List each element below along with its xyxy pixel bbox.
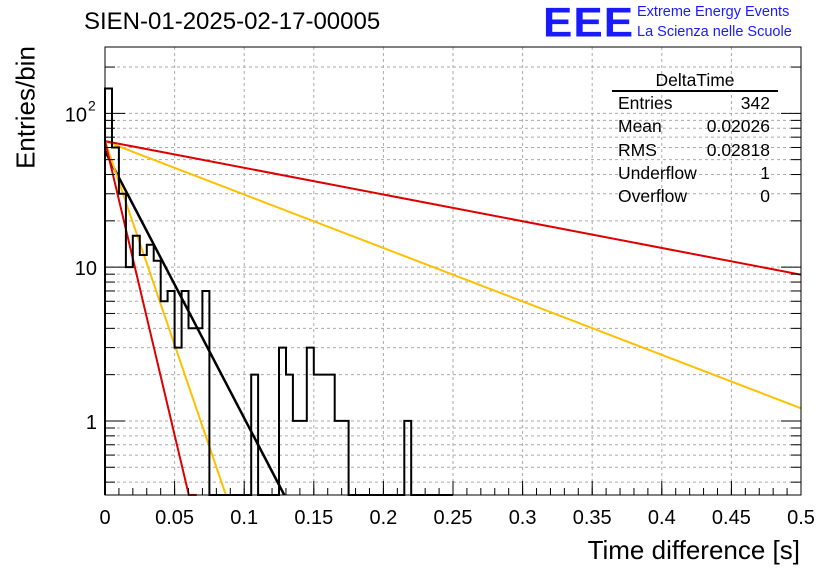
stats-label: Entries <box>618 93 673 113</box>
chart-title: SIEN-01-2025-02-17-00005 <box>84 8 381 35</box>
x-tick-label: 0.4 <box>648 507 676 529</box>
y-axis-title: Entries/bin <box>10 46 41 169</box>
logo-line-2: La Scienza nelle Scuole <box>637 24 792 40</box>
stats-row: Entries 342 <box>612 92 778 115</box>
stats-value: 0.02818 <box>706 139 770 160</box>
x-tick-label: 0.25 <box>434 507 473 529</box>
y-tick-label: 1 <box>86 412 97 434</box>
stats-label: RMS <box>618 139 657 160</box>
x-tick-label: 0.2 <box>369 507 397 529</box>
y-tick-label: 10 <box>75 258 97 280</box>
x-tick-label: 0.5 <box>787 507 815 529</box>
stats-label: Overflow <box>618 186 688 207</box>
stats-value: 342 <box>740 93 770 113</box>
x-tick-label: 0.45 <box>712 507 751 529</box>
logo-line-1: Extreme Energy Events <box>637 4 790 20</box>
fit-line-fit <box>103 150 286 496</box>
stats-row: Overflow 0 <box>612 185 778 208</box>
histogram-bin <box>342 421 349 495</box>
stats-row: RMS 0.02818 <box>612 139 778 162</box>
histogram-bin <box>119 194 126 495</box>
histogram-bin <box>321 375 328 495</box>
histogram-bin <box>314 375 321 495</box>
y-tick-label: 10 <box>65 104 87 126</box>
histogram-bin <box>404 421 411 495</box>
stats-row: Mean 0.02026 <box>612 115 778 138</box>
fit-line-bound_inner <box>104 140 802 410</box>
histogram-bin <box>328 375 335 495</box>
histogram-bin <box>189 328 196 495</box>
histogram-bin <box>335 421 342 495</box>
x-tick-label: 0.15 <box>294 507 333 529</box>
x-tick-label: 0 <box>99 507 110 529</box>
stats-label: Underflow <box>618 162 697 183</box>
histogram-bin <box>168 291 175 495</box>
stats-label: Mean <box>618 116 662 137</box>
x-tick-labels: 0 0.05 0.1 0.15 0.2 0.25 0.3 0.35 0.4 0.45 0.5 <box>99 507 814 529</box>
histogram-bin <box>182 291 189 495</box>
stats-box: DeltaTime Entries 342 Mean 0.02026 RMS 0.02… <box>612 70 778 208</box>
histogram-bin <box>293 421 300 495</box>
histogram-bin <box>286 375 293 495</box>
stats-row: Underflow 1 <box>612 162 778 185</box>
stats-value: 0 <box>760 186 770 207</box>
x-tick-label: 0.05 <box>155 507 194 529</box>
fit-line-bound_outer <box>104 140 802 276</box>
y-tick-exponent: 2 <box>88 97 96 113</box>
x-tick-label: 0.1 <box>230 507 258 529</box>
stats-value: 0.02026 <box>706 116 770 137</box>
x-axis-title: Time difference [s] <box>587 535 800 565</box>
stats-title: DeltaTime <box>612 70 778 92</box>
histogram-bin <box>202 291 209 495</box>
axis-ticks <box>104 66 802 495</box>
eee-logo: EEE <box>543 0 635 46</box>
histogram-bin <box>300 421 307 495</box>
x-tick-label: 0.35 <box>573 507 612 529</box>
x-tick-label: 0.3 <box>509 507 537 529</box>
stats-value: 1 <box>760 162 770 183</box>
